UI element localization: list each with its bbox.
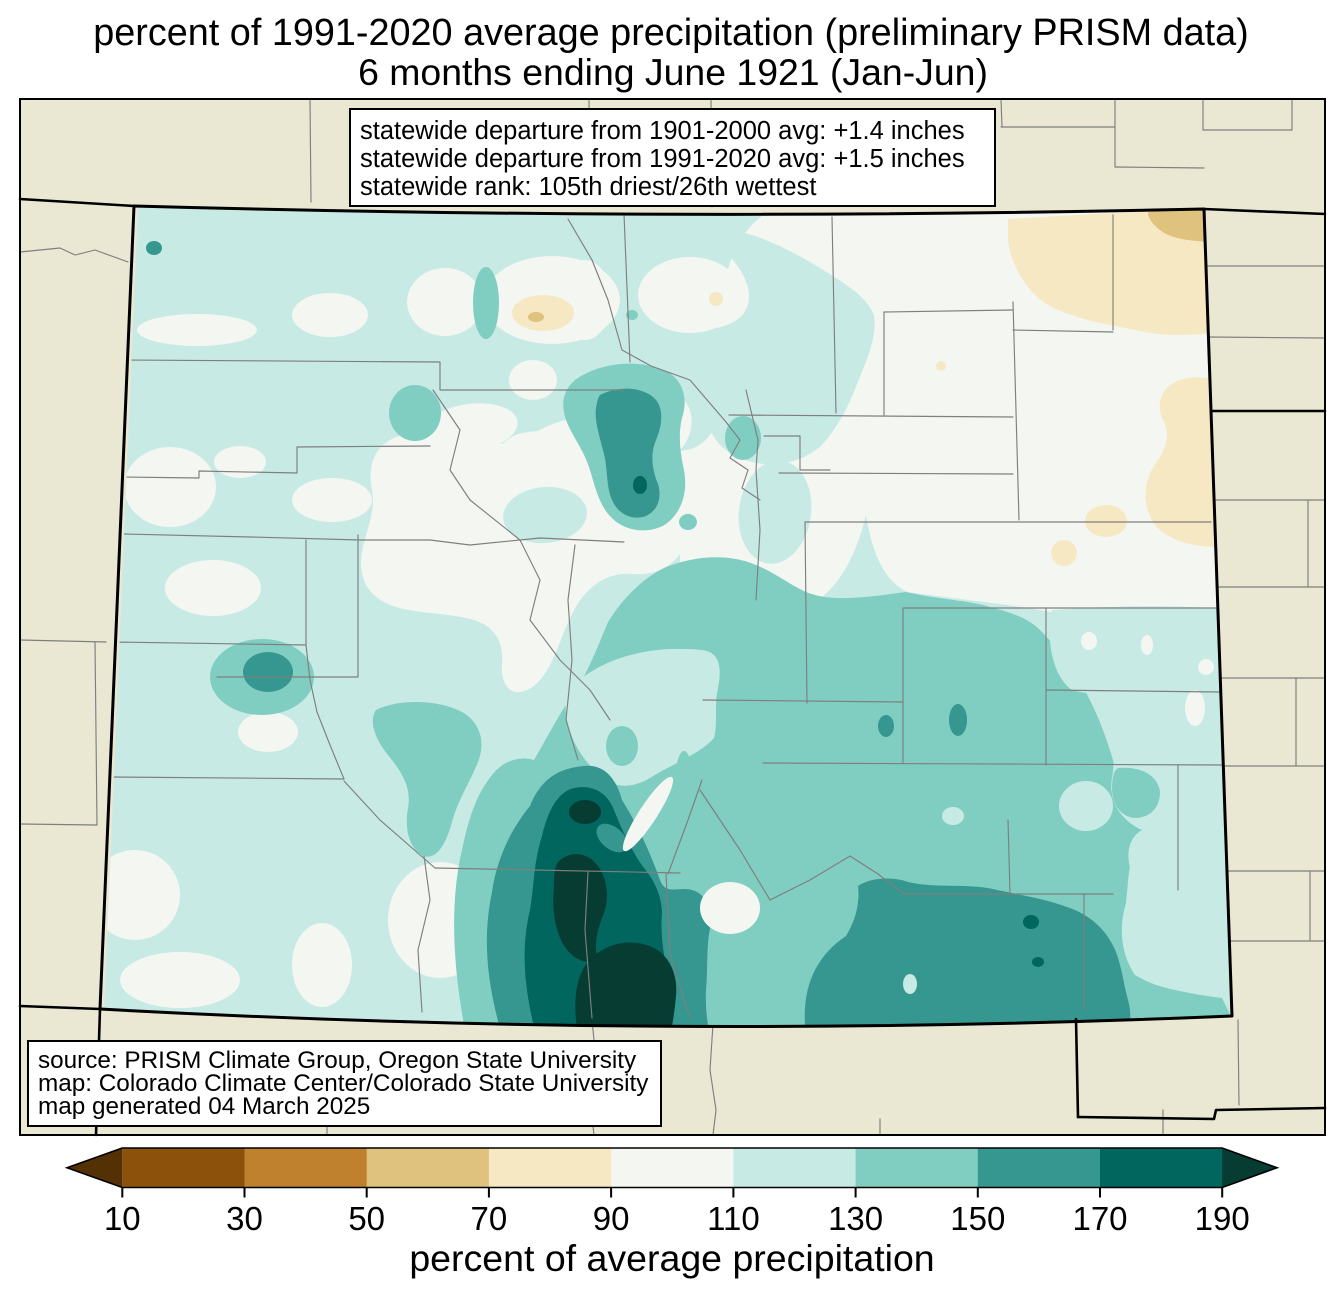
svg-text:170: 170 bbox=[1072, 1200, 1127, 1237]
svg-text:30: 30 bbox=[226, 1200, 263, 1237]
svg-text:statewide rank: 105th driest/2: statewide rank: 105th driest/26th wettes… bbox=[360, 173, 816, 201]
svg-text:statewide departure from 1901-: statewide departure from 1901-2000 avg: … bbox=[360, 117, 965, 145]
svg-text:source: PRISM Climate Group, O: source: PRISM Climate Group, Oregon Stat… bbox=[38, 1047, 637, 1074]
svg-text:percent of average precipitati: percent of average precipitation bbox=[409, 1237, 934, 1279]
svg-text:90: 90 bbox=[593, 1200, 630, 1237]
svg-text:map: Colorado Climate Center/C: map: Colorado Climate Center/Colorado St… bbox=[38, 1070, 649, 1097]
svg-text:190: 190 bbox=[1195, 1200, 1250, 1237]
svg-text:statewide departure from 1991-: statewide departure from 1991-2020 avg: … bbox=[360, 145, 965, 173]
svg-text:50: 50 bbox=[348, 1200, 385, 1237]
svg-text:map generated 04 March 2025: map generated 04 March 2025 bbox=[38, 1093, 370, 1120]
svg-text:130: 130 bbox=[828, 1200, 883, 1237]
svg-text:110: 110 bbox=[707, 1200, 760, 1237]
svg-text:150: 150 bbox=[950, 1200, 1005, 1237]
svg-text:70: 70 bbox=[471, 1200, 508, 1237]
svg-text:percent of 1991-2020 average p: percent of 1991-2020 average precipitati… bbox=[93, 12, 1249, 54]
svg-text:6 months ending June 1921 (Jan: 6 months ending June 1921 (Jan-Jun) bbox=[358, 51, 988, 93]
svg-text:10: 10 bbox=[104, 1200, 141, 1237]
